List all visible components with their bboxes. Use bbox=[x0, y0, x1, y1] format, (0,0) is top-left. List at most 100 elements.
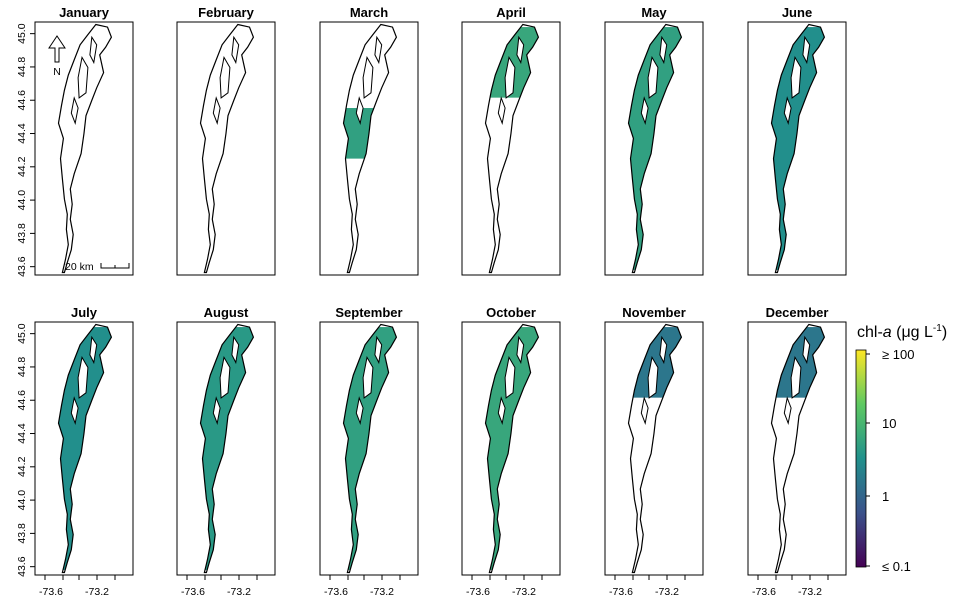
map-panel: February bbox=[176, 5, 276, 276]
island-outline bbox=[497, 396, 506, 426]
map-panel: March bbox=[319, 5, 419, 276]
north-arrow-icon bbox=[48, 35, 66, 63]
x-tick-label: -73.2 bbox=[227, 586, 251, 598]
island-outline bbox=[374, 335, 383, 365]
y-tick-label: 43.8 bbox=[16, 523, 28, 544]
legend-label-10: 10 bbox=[882, 416, 896, 431]
lake-outline bbox=[199, 323, 255, 574]
map-panel: July bbox=[34, 305, 134, 576]
scale-bar-label: 20 km bbox=[65, 261, 94, 273]
y-tick-label: 44.2 bbox=[16, 456, 28, 477]
x-tick-label: -73.6 bbox=[324, 586, 348, 598]
x-tick-label: -73.6 bbox=[466, 586, 490, 598]
panels-layer: January N 20 km February March April May June Ju… bbox=[34, 5, 847, 576]
month-title: July bbox=[71, 305, 98, 320]
y-tick-label: 44.4 bbox=[16, 423, 28, 444]
lake-outline bbox=[770, 323, 826, 574]
lake-outline bbox=[199, 23, 255, 274]
lake-outline bbox=[57, 323, 113, 574]
map-panel: June bbox=[747, 5, 847, 276]
island-outline bbox=[374, 35, 383, 65]
legend-label-min: ≤ 0.1 bbox=[882, 559, 911, 574]
month-title: September bbox=[335, 305, 402, 320]
island-outline bbox=[504, 55, 516, 99]
x-axis: -73.6 -73.2 bbox=[181, 575, 258, 598]
month-title: April bbox=[496, 5, 526, 20]
island-outline bbox=[790, 355, 802, 399]
month-title: October bbox=[486, 305, 536, 320]
x-tick-label: -73.2 bbox=[370, 586, 394, 598]
y-tick-label: 44.6 bbox=[16, 90, 28, 111]
y-tick-label: 45.0 bbox=[16, 23, 28, 44]
map-panel: September bbox=[319, 305, 419, 576]
island-outline bbox=[362, 55, 374, 99]
island-outline bbox=[231, 335, 240, 365]
island-outline bbox=[802, 35, 811, 65]
month-title: January bbox=[59, 5, 110, 20]
island-outline bbox=[516, 335, 525, 365]
y-tick-label: 45.0 bbox=[16, 323, 28, 344]
island-outline bbox=[647, 355, 659, 399]
north-label: N bbox=[53, 66, 61, 78]
y-tick-label: 43.8 bbox=[16, 223, 28, 244]
month-title: May bbox=[641, 5, 667, 20]
island-outline bbox=[70, 96, 79, 126]
x-tick-label: -73.6 bbox=[609, 586, 633, 598]
y-tick-label: 44.0 bbox=[16, 490, 28, 511]
map-panel: October bbox=[461, 305, 561, 576]
island-outline bbox=[70, 396, 79, 426]
y-tick-label: 44.8 bbox=[16, 57, 28, 78]
island-outline bbox=[640, 396, 649, 426]
y-tick-label: 43.6 bbox=[16, 556, 28, 577]
y-tick-label: 44.2 bbox=[16, 156, 28, 177]
island-outline bbox=[219, 355, 231, 399]
map-panel: May bbox=[604, 5, 704, 276]
x-tick-label: -73.2 bbox=[512, 586, 536, 598]
legend-title: chl-a (μg L-1) bbox=[857, 323, 947, 341]
island-outline bbox=[647, 55, 659, 99]
island-outline bbox=[89, 335, 98, 365]
scale-bar bbox=[100, 263, 130, 269]
x-axis: -73.6 -73.2 bbox=[752, 575, 829, 598]
island-outline bbox=[77, 355, 89, 399]
colorbar-ticks bbox=[866, 353, 870, 567]
island-outline bbox=[659, 35, 668, 65]
y-tick-label: 43.6 bbox=[16, 256, 28, 277]
island-outline bbox=[355, 96, 364, 126]
legend-label-max: ≥ 100 bbox=[882, 347, 914, 362]
island-outline bbox=[783, 96, 792, 126]
lake-outline bbox=[342, 323, 398, 574]
island-outline bbox=[219, 55, 231, 99]
island-outline bbox=[516, 35, 525, 65]
y-tick-label: 44.8 bbox=[16, 357, 28, 378]
x-axis: -73.6 -73.2 bbox=[39, 575, 116, 598]
island-outline bbox=[790, 55, 802, 99]
lake-outline bbox=[484, 323, 540, 574]
month-title: December bbox=[766, 305, 829, 320]
island-outline bbox=[89, 35, 98, 65]
island-outline bbox=[77, 55, 89, 99]
island-outline bbox=[212, 96, 221, 126]
month-title: November bbox=[622, 305, 686, 320]
panel-frame bbox=[604, 321, 704, 576]
x-tick-label: -73.6 bbox=[752, 586, 776, 598]
x-axis: -73.6 -73.2 bbox=[609, 575, 686, 598]
island-outline bbox=[497, 96, 506, 126]
map-panel: August bbox=[176, 305, 276, 576]
lake-outline bbox=[627, 323, 683, 574]
x-axis: -73.6 -73.2 bbox=[324, 575, 401, 598]
y-axis: 43.6 43.8 44.0 44.2 44.4 44.6 44.8 45.0 bbox=[16, 23, 35, 277]
y-axis: 43.6 43.8 44.0 44.2 44.4 44.6 44.8 45.0 bbox=[16, 323, 35, 577]
month-title: February bbox=[198, 5, 254, 20]
legend: chl-a (μg L-1) ≥ 100 10 1 ≤ 0.1 bbox=[855, 323, 947, 574]
island-outline bbox=[802, 335, 811, 365]
island-outline bbox=[355, 396, 364, 426]
x-tick-label: -73.6 bbox=[39, 586, 63, 598]
lake-outline bbox=[627, 23, 683, 274]
x-tick-label: -73.2 bbox=[798, 586, 822, 598]
island-outline bbox=[640, 96, 649, 126]
colorbar bbox=[855, 349, 867, 568]
y-tick-label: 44.4 bbox=[16, 123, 28, 144]
month-title: March bbox=[350, 5, 388, 20]
